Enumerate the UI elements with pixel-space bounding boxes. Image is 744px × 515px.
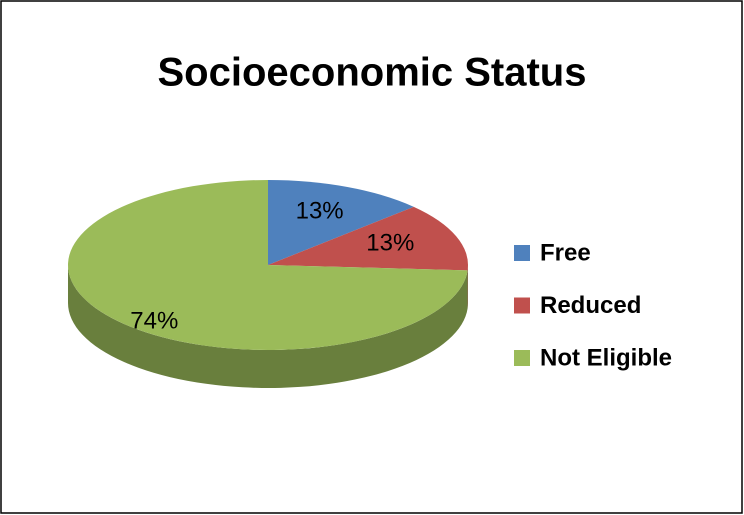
legend-swatch bbox=[514, 245, 530, 261]
legend-label: Not Eligible bbox=[540, 344, 672, 371]
legend-label: Free bbox=[540, 239, 591, 266]
value-label: 13% bbox=[366, 230, 414, 257]
value-label: 13% bbox=[296, 198, 344, 225]
slice-side bbox=[68, 265, 468, 388]
pie: 13% 13% 74% bbox=[68, 180, 468, 388]
slice bbox=[268, 180, 414, 265]
legend-label: Reduced bbox=[540, 292, 641, 319]
legend-swatch bbox=[514, 297, 530, 314]
chart-title: Socioeconomic Status bbox=[158, 51, 587, 95]
legend: Free Reduced Not Eligible bbox=[514, 239, 672, 371]
legend-swatch bbox=[514, 350, 530, 366]
slice bbox=[268, 206, 468, 271]
slice bbox=[68, 180, 468, 351]
value-label: 74% bbox=[130, 308, 178, 335]
